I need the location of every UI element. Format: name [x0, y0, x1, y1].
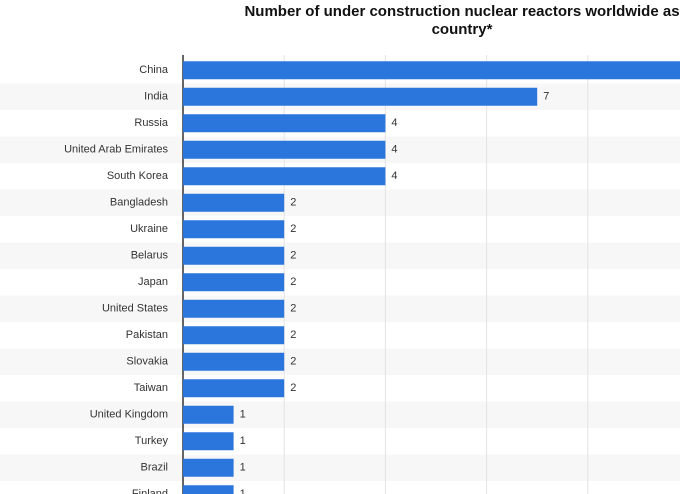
value-label: 2 — [290, 356, 296, 368]
row-stripe — [0, 189, 680, 216]
value-label: 2 — [290, 276, 296, 288]
row-stripe — [0, 242, 680, 269]
bar — [183, 140, 386, 159]
value-label: 4 — [391, 170, 397, 182]
category-label: Japan — [138, 276, 168, 288]
value-label: 2 — [290, 223, 296, 235]
bar — [183, 87, 538, 106]
value-label: 2 — [290, 329, 296, 341]
category-label: India — [144, 91, 169, 103]
row-stripe — [0, 348, 680, 375]
value-label: 7 — [543, 91, 549, 103]
value-label: 1 — [240, 409, 246, 421]
bar — [183, 326, 285, 345]
category-label: Russia — [134, 117, 169, 129]
bar — [183, 432, 234, 451]
bar — [183, 273, 285, 292]
category-label: Bangladesh — [110, 197, 168, 209]
category-label: South Korea — [107, 170, 169, 182]
category-label: China — [139, 64, 169, 76]
value-label: 4 — [391, 117, 397, 129]
category-label: Brazil — [140, 462, 168, 474]
category-label: Ukraine — [130, 223, 168, 235]
chart-title: Number of under construction nuclear rea… — [244, 3, 679, 20]
value-label: 2 — [290, 197, 296, 209]
category-label: Slovakia — [126, 356, 168, 368]
bar — [183, 114, 386, 133]
bar — [183, 485, 234, 494]
value-label: 1 — [240, 462, 246, 474]
category-label: Finland — [132, 488, 168, 494]
bar — [183, 246, 285, 265]
category-label: Turkey — [135, 435, 169, 447]
value-label: 2 — [290, 303, 296, 315]
category-label: United Kingdom — [90, 409, 168, 421]
value-label: 1 — [240, 488, 246, 494]
category-label: United Arab Emirates — [64, 144, 168, 156]
row-stripes — [0, 83, 680, 481]
bar — [183, 405, 234, 424]
value-label: 4 — [391, 144, 397, 156]
value-label: 1 — [240, 435, 246, 447]
category-label: United States — [102, 303, 169, 315]
bar — [183, 61, 680, 80]
category-label: Pakistan — [126, 329, 168, 341]
bar — [183, 352, 285, 371]
bar — [183, 220, 285, 239]
category-label: Taiwan — [134, 382, 168, 394]
bar — [183, 299, 285, 318]
bar — [183, 458, 234, 477]
value-label: 2 — [290, 382, 296, 394]
row-stripe — [0, 295, 680, 322]
row-stripe — [0, 454, 680, 481]
row-stripe — [0, 401, 680, 428]
chart-title: country* — [432, 21, 493, 38]
bar — [183, 379, 285, 398]
category-label: Belarus — [131, 250, 169, 262]
bar — [183, 193, 285, 212]
value-label: 2 — [290, 250, 296, 262]
bar — [183, 167, 386, 186]
